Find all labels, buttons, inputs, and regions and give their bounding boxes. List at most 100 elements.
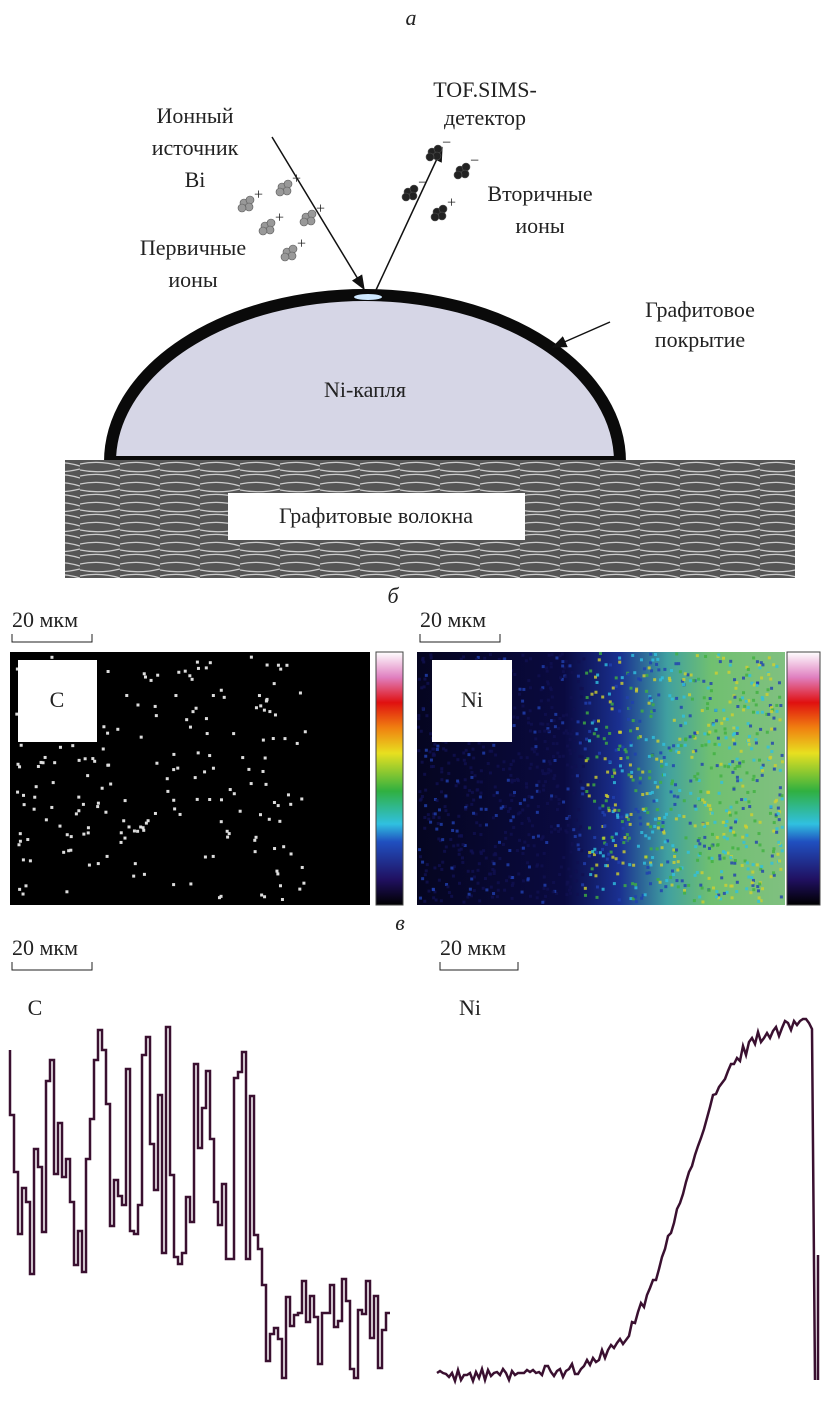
ni-signal-pixel [568,889,571,892]
c-signal-dot [166,790,169,793]
coating-label: Графитовое [645,297,755,322]
ni-signal-pixel [681,879,684,882]
ni-signal-pixel [510,763,513,766]
ni-signal-pixel [726,837,729,840]
ni-signal-pixel [747,739,750,742]
ni-signal-pixel [629,741,632,744]
ni-signal-pixel [552,755,555,758]
ni-signal-pixel [653,800,656,803]
ni-signal-pixel [441,838,444,841]
ni-signal-pixel [419,897,422,900]
ni-signal-pixel [527,877,530,880]
ni-signal-pixel [688,693,691,696]
ni-signal-pixel [491,896,494,899]
detector-label: детектор [444,105,526,130]
ni-signal-pixel [602,888,605,891]
ni-signal-pixel [683,696,686,699]
ni-signal-pixel [673,855,676,858]
ni-signal-pixel [778,818,781,821]
ni-signal-pixel [430,759,433,762]
ni-signal-pixel [670,790,673,793]
ni-signal-pixel [617,809,620,812]
ni-signal-pixel [427,813,430,816]
ni-signal-pixel [771,742,774,745]
c-signal-dot [123,837,126,840]
c-signal-dot [42,761,45,764]
ni-signal-pixel [520,756,523,759]
ni-signal-pixel [631,882,634,885]
ni-signal-pixel [684,737,687,740]
ni-signal-pixel [643,667,646,670]
c-signal-dot [91,757,94,760]
ni-signal-pixel [725,736,728,739]
c-signal-dot [102,747,105,750]
ni-signal-pixel [670,669,673,672]
ni-signal-pixel [756,691,759,694]
ni-signal-pixel [566,831,569,834]
ni-signal-pixel [776,710,779,713]
ni-signal-pixel [772,663,775,666]
c-signal-dot [208,798,211,801]
ni-signal-pixel [665,813,668,816]
ni-signal-pixel [521,700,524,703]
ni-signal-pixel [718,857,721,860]
ni-signal-pixel [536,853,539,856]
ni-signal-pixel [470,803,473,806]
ni-signal-pixel [598,752,601,755]
ni-signal-pixel [525,786,528,789]
ni-signal-pixel [703,845,706,848]
ni-signal-pixel [419,799,422,802]
ni-signal-pixel [737,847,740,850]
c-signal-dot [220,798,223,801]
ni-signal-pixel [723,717,726,720]
ni-signal-pixel [429,821,432,824]
c-signal-dot [107,764,110,767]
ni-signal-pixel [777,841,780,844]
ni-signal-pixel [702,680,705,683]
ni-signal-pixel [537,835,540,838]
ni-signal-pixel [526,861,529,864]
c-signal-dot [97,862,100,865]
ni-signal-pixel [417,726,420,729]
c-signal-dot [93,760,96,763]
ni-signal-pixel [729,885,732,888]
ni-signal-pixel [756,863,759,866]
ni-signal-pixel [752,656,755,659]
scale-bar-label: 20 мкм [12,935,78,960]
ni-signal-pixel [462,843,465,846]
ni-signal-pixel [467,870,470,873]
ni-signal-pixel [654,653,657,656]
c-signal-dot [265,783,268,786]
ion [438,212,446,220]
ni-signal-pixel [513,706,516,709]
ni-signal-pixel [707,686,710,689]
ni-signal-pixel [677,751,680,754]
ni-signal-pixel [542,887,545,890]
ni-signal-pixel [772,847,775,850]
ni-signal-pixel [744,798,747,801]
ni-signal-pixel [434,812,437,815]
ni-signal-pixel [770,750,773,753]
c-signal-dot [263,709,266,712]
ni-signal-pixel [736,779,739,782]
ni-signal-pixel [634,895,637,898]
ni-signal-pixel [453,754,456,757]
ni-signal-pixel [432,888,435,891]
ni-signal-pixel [638,720,641,723]
ni-signal-pixel [512,760,515,763]
c-signal-dot [265,699,268,702]
ni-signal-pixel [537,674,540,677]
c-signal-dot [239,810,242,813]
ni-signal-pixel [749,891,752,894]
ni-signal-pixel [530,796,533,799]
ni-signal-pixel [594,691,597,694]
ni-signal-pixel [663,756,666,759]
ni-signal-pixel [672,744,675,747]
c-signal-dot [50,656,53,659]
ni-signal-pixel [649,653,652,656]
ni-signal-pixel [440,899,443,902]
ni-signal-pixel [441,861,444,864]
ni-signal-pixel [736,732,739,735]
detector-label: TOF.SIMS- [433,77,537,102]
ni-signal-pixel [498,841,501,844]
